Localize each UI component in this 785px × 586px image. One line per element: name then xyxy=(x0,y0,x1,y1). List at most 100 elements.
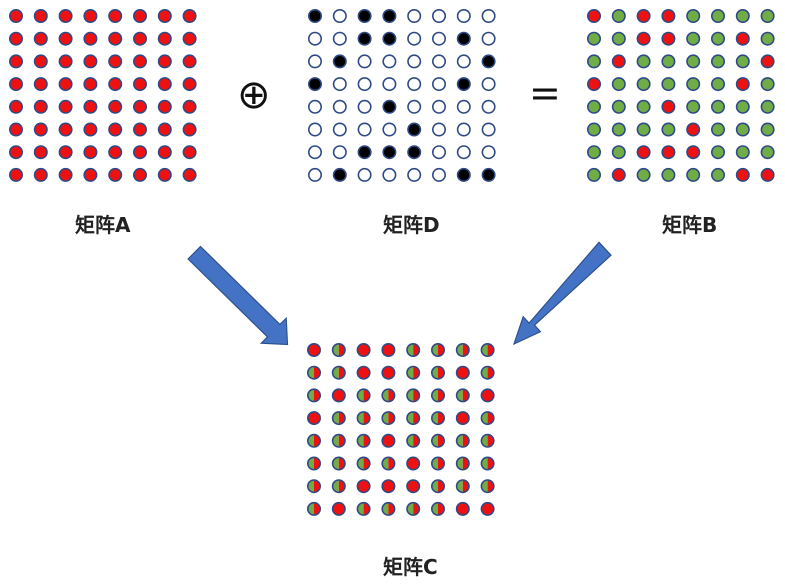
matrix-b-cell-0-3 xyxy=(661,9,676,23)
matrix-d-cell-1-0 xyxy=(307,31,322,46)
matrix-a-cell-7-0 xyxy=(9,167,23,182)
matrix-a-cell-4-7 xyxy=(182,99,197,114)
matrix-d-cell-6-3 xyxy=(382,145,397,160)
matrix-d-cell-7-5 xyxy=(431,167,446,182)
matrix-c-cell-6-5 xyxy=(430,479,445,494)
matrix-a-cell-4-4 xyxy=(108,99,123,114)
matrix-d-cell-5-5 xyxy=(431,122,446,137)
matrix-b-cell-1-2 xyxy=(636,31,651,46)
matrix-b-cell-6-6 xyxy=(735,145,750,160)
matrix-b-cell-3-4 xyxy=(686,77,701,92)
matrix-b-cell-0-2 xyxy=(636,9,651,23)
matrix-c-cell-1-0 xyxy=(306,365,321,380)
matrix-c-cell-7-1 xyxy=(331,501,346,516)
matrix-b-cell-0-4 xyxy=(686,9,701,23)
matrix-d-cell-2-2 xyxy=(357,54,372,69)
matrix-a-cell-2-6 xyxy=(157,54,172,69)
matrix-d-cell-3-4 xyxy=(407,77,422,92)
matrix-c-cell-5-3 xyxy=(381,456,396,471)
matrix-c-cell-0-7 xyxy=(480,342,495,357)
matrix-b-cell-7-2 xyxy=(636,167,651,182)
matrix-d-cell-7-3 xyxy=(382,167,397,182)
matrix-b-cell-2-7 xyxy=(760,54,775,69)
matrix-d-cell-7-6 xyxy=(456,167,471,182)
matrix-a-cell-0-2 xyxy=(58,9,73,23)
matrix-a-cell-1-6 xyxy=(157,31,172,46)
matrix-a-cell-5-5 xyxy=(133,122,148,137)
matrix-b-cell-2-2 xyxy=(636,54,651,69)
matrix-c-cell-6-1 xyxy=(331,479,346,494)
matrix-a-cell-6-5 xyxy=(133,145,148,160)
matrix-d-cell-2-6 xyxy=(456,54,471,69)
matrix-c-cell-0-3 xyxy=(381,342,396,357)
matrix-a-cell-4-2 xyxy=(58,99,73,114)
matrix-a-cell-0-0 xyxy=(9,9,23,23)
matrix-a-cell-0-7 xyxy=(182,9,197,23)
matrix-b-cell-4-4 xyxy=(686,99,701,114)
matrix-d-cell-7-4 xyxy=(407,167,422,182)
matrix-b-cell-6-7 xyxy=(760,145,775,160)
matrix-a-cell-5-0 xyxy=(9,122,23,137)
matrix-d-cell-0-5 xyxy=(431,9,446,23)
matrix-d-cell-3-0 xyxy=(307,77,322,92)
matrix-b-cell-6-2 xyxy=(636,145,651,160)
matrix-a-cell-1-5 xyxy=(133,31,148,46)
matrix-b-cell-4-5 xyxy=(710,99,725,114)
matrix-d-cell-4-7 xyxy=(481,99,496,114)
matrix-b-cell-6-3 xyxy=(661,145,676,160)
matrix-c-cell-7-0 xyxy=(306,501,321,516)
matrix-c-cell-3-7 xyxy=(480,411,495,426)
matrix-d-cell-0-1 xyxy=(332,9,347,23)
matrix-c-cell-6-3 xyxy=(381,479,396,494)
matrix-b-cell-3-7 xyxy=(760,77,775,92)
matrix-a-cell-5-2 xyxy=(58,122,73,137)
matrix-d-cell-7-1 xyxy=(332,167,347,182)
matrix-b-cell-1-7 xyxy=(760,31,775,46)
matrix-b-cell-7-1 xyxy=(611,167,626,182)
matrix-d-cell-5-7 xyxy=(481,122,496,137)
matrix-c-grid xyxy=(306,342,495,516)
matrix-c-cell-6-4 xyxy=(406,479,421,494)
arrow-a-to-c xyxy=(187,245,289,346)
matrix-a-cell-3-1 xyxy=(33,77,48,92)
matrix-b-cell-3-5 xyxy=(710,77,725,92)
matrix-b-cell-6-5 xyxy=(710,145,725,160)
matrix-b-cell-0-0 xyxy=(586,9,601,23)
matrix-b-cell-3-1 xyxy=(611,77,626,92)
matrix-c-cell-4-4 xyxy=(406,433,421,448)
matrix-b-cell-3-0 xyxy=(586,77,601,92)
matrix-b-cell-5-0 xyxy=(586,122,601,137)
matrix-a-cell-2-7 xyxy=(182,54,197,69)
matrix-c-cell-4-7 xyxy=(480,433,495,448)
matrix-a-cell-0-3 xyxy=(83,9,98,23)
matrix-a-cell-6-1 xyxy=(33,145,48,160)
matrix-d-cell-7-7 xyxy=(481,167,496,182)
matrix-d-cell-3-1 xyxy=(332,77,347,92)
matrix-b-cell-1-6 xyxy=(735,31,750,46)
matrix-a-cell-7-1 xyxy=(33,167,48,182)
matrix-b-cell-7-0 xyxy=(586,167,601,182)
matrix-c-cell-7-5 xyxy=(430,501,445,516)
matrix-d-cell-6-6 xyxy=(456,145,471,160)
matrix-c-cell-4-5 xyxy=(430,433,445,448)
matrix-d-cell-7-2 xyxy=(357,167,372,182)
matrix-c-cell-3-6 xyxy=(455,411,470,426)
matrix-a-cell-2-3 xyxy=(83,54,98,69)
matrix-c-cell-1-3 xyxy=(381,365,396,380)
matrix-b-cell-7-7 xyxy=(760,167,775,182)
matrix-d-cell-0-3 xyxy=(382,9,397,23)
matrix-c-cell-5-0 xyxy=(306,456,321,471)
matrix-c-cell-1-1 xyxy=(331,365,346,380)
matrix-c-cell-0-0 xyxy=(306,342,321,357)
matrix-c-cell-3-5 xyxy=(430,411,445,426)
matrix-d-cell-4-6 xyxy=(456,99,471,114)
matrix-c-cell-1-4 xyxy=(406,365,421,380)
matrix-a-cell-2-1 xyxy=(33,54,48,69)
matrix-d-cell-1-4 xyxy=(407,31,422,46)
matrix-c-cell-0-5 xyxy=(430,342,445,357)
matrix-b-cell-1-4 xyxy=(686,31,701,46)
matrix-b-cell-2-6 xyxy=(735,54,750,69)
matrix-b-cell-5-6 xyxy=(735,122,750,137)
matrix-d-cell-2-7 xyxy=(481,54,496,69)
matrix-a-cell-6-7 xyxy=(182,145,197,160)
